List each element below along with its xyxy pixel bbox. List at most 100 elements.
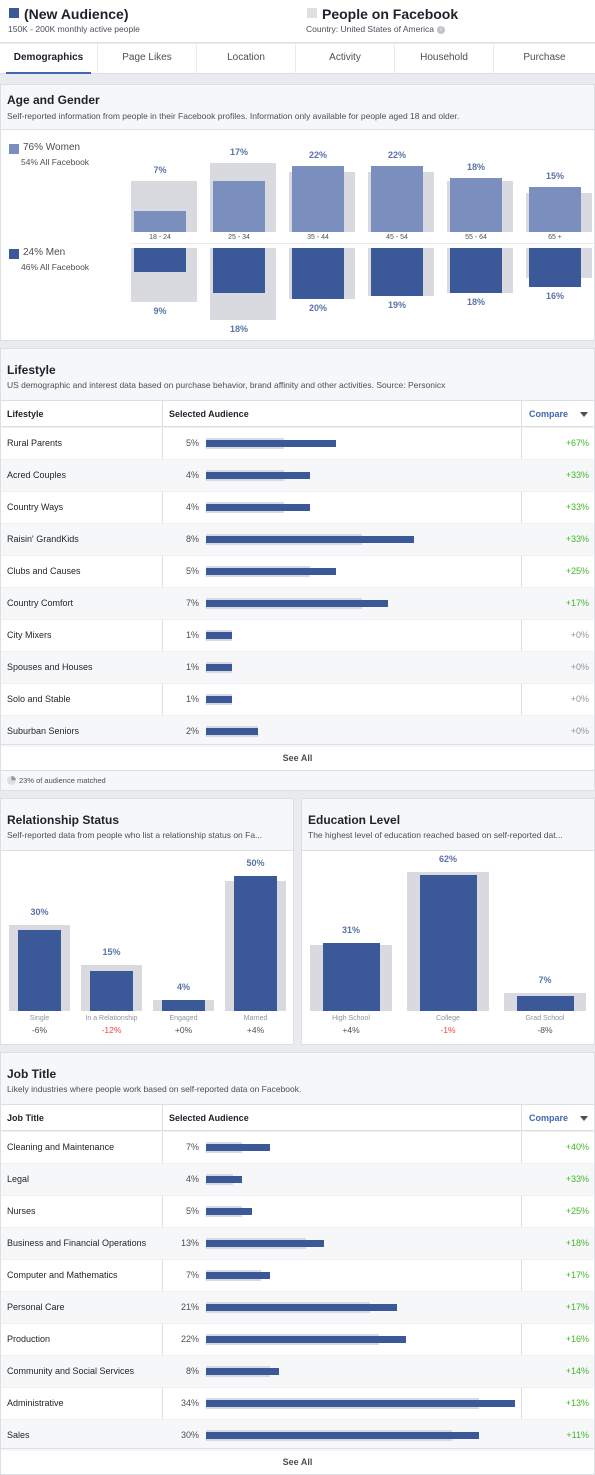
women-percent-label: 7% bbox=[153, 165, 167, 175]
audience-bar bbox=[206, 568, 336, 575]
delta-label: -12% bbox=[101, 1025, 122, 1035]
audience-bar bbox=[206, 696, 232, 703]
lifestyle-title: Lifestyle bbox=[7, 363, 56, 377]
row-name: Production bbox=[7, 1334, 51, 1344]
men-audience-bar[interactable] bbox=[213, 248, 265, 293]
table-row[interactable]: Country Ways 4% +33% bbox=[1, 491, 594, 523]
tab-location[interactable]: Location bbox=[197, 44, 296, 74]
table-row[interactable]: City Mixers 1% +0% bbox=[1, 619, 594, 651]
women-audience-bar[interactable] bbox=[450, 178, 502, 232]
women-legend-swatch bbox=[9, 144, 19, 154]
tab-activity[interactable]: Activity bbox=[296, 44, 395, 74]
table-row[interactable]: Computer and Mathematics 7% +17% bbox=[1, 1259, 594, 1291]
men-audience-bar[interactable] bbox=[134, 248, 186, 272]
audience-bar[interactable] bbox=[90, 970, 133, 1011]
age-gender-desc: Self-reported information from people in… bbox=[7, 111, 460, 121]
row-percent: 8% bbox=[185, 1366, 199, 1376]
table-row[interactable]: Acred Couples 4% +33% bbox=[1, 459, 594, 491]
audience-bar[interactable] bbox=[234, 876, 277, 1011]
tab-purchase[interactable]: Purchase bbox=[523, 52, 566, 63]
category-label: Single bbox=[29, 1015, 50, 1022]
table-row[interactable]: Business and Financial Operations 13% +18% bbox=[1, 1227, 594, 1259]
table-row[interactable]: Production 22% +16% bbox=[1, 1323, 594, 1355]
audience-size: 150K - 200K monthly active people bbox=[8, 24, 140, 34]
women-audience-bar[interactable] bbox=[292, 166, 344, 232]
job-title-header: Job Title Likely industries where people… bbox=[1, 1053, 594, 1105]
percent-label: 62% bbox=[438, 854, 457, 865]
table-row[interactable]: Sales 30% +11% bbox=[1, 1419, 594, 1451]
relationship-title: Relationship Status bbox=[7, 813, 120, 827]
tab-demographics[interactable]: Demographics bbox=[0, 44, 98, 74]
delta-label: +4% bbox=[246, 1025, 265, 1035]
compare-value: +14% bbox=[565, 1366, 589, 1376]
compare-value: +17% bbox=[565, 1270, 589, 1280]
category-label: In a Relationship bbox=[85, 1015, 138, 1022]
table-row[interactable]: Spouses and Houses 1% +0% bbox=[1, 651, 594, 683]
country-filter[interactable]: Country: United States of America i bbox=[306, 24, 446, 34]
men-audience-bar[interactable] bbox=[450, 248, 502, 293]
table-row[interactable]: Suburban Seniors 2% +0% bbox=[1, 715, 594, 747]
audience-bar bbox=[206, 1272, 270, 1279]
tab-household[interactable]: Household bbox=[395, 44, 494, 74]
category-label: Engaged bbox=[169, 1015, 198, 1022]
table-row[interactable]: Personal Care 21% +17% bbox=[1, 1291, 594, 1323]
table-row[interactable]: Community and Social Services 8% +14% bbox=[1, 1355, 594, 1387]
compare-value: +33% bbox=[565, 470, 589, 480]
lifestyle-see-all-button[interactable]: See All bbox=[1, 744, 594, 770]
table-row[interactable]: Legal 4% +33% bbox=[1, 1163, 594, 1195]
women-audience-bar[interactable] bbox=[213, 181, 265, 232]
compare-value: +0% bbox=[570, 662, 589, 672]
audience-bar[interactable] bbox=[322, 942, 380, 1011]
delta-label: +0% bbox=[174, 1025, 193, 1035]
table-row[interactable]: Rural Parents 5% +67% bbox=[1, 427, 594, 459]
row-percent: 4% bbox=[185, 470, 199, 480]
age-range-label: 35 - 44 bbox=[307, 234, 329, 241]
women-audience-bar[interactable] bbox=[529, 187, 581, 232]
table-row[interactable]: Cleaning and Maintenance 7% +40% bbox=[1, 1131, 594, 1163]
tab-bar: Demographics Page Likes Location Activit… bbox=[0, 44, 595, 74]
audience-bar[interactable] bbox=[516, 995, 574, 1011]
percent-label: 15% bbox=[102, 947, 121, 958]
audience-color-swatch bbox=[9, 8, 19, 18]
info-icon[interactable]: i bbox=[437, 25, 446, 34]
tab-page-likes[interactable]: Page Likes bbox=[98, 44, 197, 74]
table-row[interactable]: Administrative 34% +13% bbox=[1, 1387, 594, 1419]
row-percent: 5% bbox=[185, 1206, 199, 1216]
row-percent: 30% bbox=[180, 1430, 199, 1440]
education-header: Education Level The highest level of edu… bbox=[302, 799, 594, 851]
compare-dropdown[interactable]: Compare bbox=[523, 401, 589, 427]
table-row[interactable]: Clubs and Causes 5% +25% bbox=[1, 555, 594, 587]
women-percent-label: 15% bbox=[545, 171, 564, 181]
table-row[interactable]: Raisin' GrandKids 8% +33% bbox=[1, 523, 594, 555]
compare-label: Compare bbox=[529, 409, 569, 419]
audience-bar[interactable] bbox=[419, 874, 477, 1011]
women-percent-label: 17% bbox=[229, 147, 248, 157]
men-audience-bar[interactable] bbox=[529, 248, 581, 287]
job-title-desc: Likely industries where people work base… bbox=[7, 1084, 302, 1094]
table-row[interactable]: Nurses 5% +25% bbox=[1, 1195, 594, 1227]
compare-value: +67% bbox=[565, 438, 589, 448]
row-percent: 2% bbox=[185, 726, 199, 736]
compare-dropdown[interactable]: Compare bbox=[523, 1105, 589, 1131]
lifestyle-col-header: Lifestyle bbox=[7, 409, 44, 419]
compare-value: +11% bbox=[566, 1430, 589, 1440]
education-desc: The highest level of education reached b… bbox=[308, 830, 563, 840]
delta-label: +4% bbox=[342, 1025, 360, 1035]
education-section: Education Level The highest level of edu… bbox=[301, 798, 595, 1045]
table-row[interactable]: Solo and Stable 1% +0% bbox=[1, 683, 594, 715]
women-audience-bar[interactable] bbox=[371, 166, 423, 232]
table-row[interactable]: Country Comfort 7% +17% bbox=[1, 587, 594, 619]
caret-down-icon bbox=[580, 412, 589, 418]
percent-label: 30% bbox=[30, 906, 49, 917]
percent-label: 50% bbox=[246, 858, 265, 868]
men-audience-bar[interactable] bbox=[371, 248, 423, 296]
men-audience-bar[interactable] bbox=[292, 248, 344, 299]
audience-bar[interactable] bbox=[18, 930, 61, 1011]
row-percent: 21% bbox=[180, 1302, 199, 1312]
row-name: Country Ways bbox=[7, 502, 64, 512]
job-see-all-button[interactable]: See All bbox=[1, 1448, 594, 1474]
women-audience-bar[interactable] bbox=[134, 211, 186, 232]
pie-icon bbox=[7, 776, 16, 785]
audience-bar bbox=[206, 1368, 279, 1375]
audience-bar[interactable] bbox=[162, 1000, 205, 1011]
